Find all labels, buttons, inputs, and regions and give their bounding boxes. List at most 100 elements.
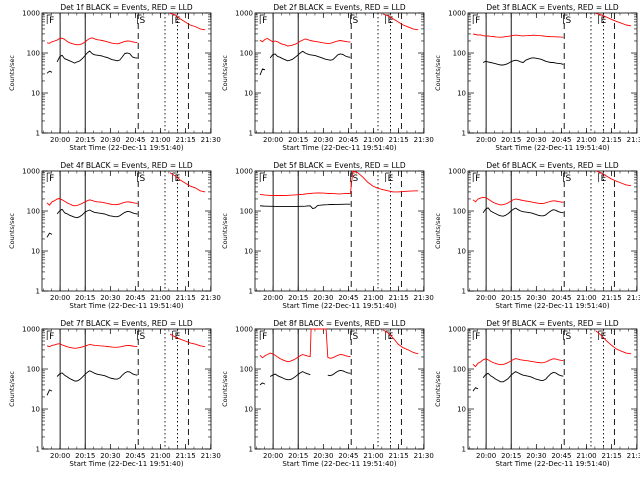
x-tick-label: 20:30: [313, 294, 333, 302]
y-tick-label: 100: [240, 208, 253, 216]
panel-title: Det 3f BLACK = Events, RED = LLD: [486, 3, 619, 12]
flag-label: S: [140, 332, 146, 342]
flag-label: F: [262, 16, 267, 26]
x-axis-title: Start Time (22-Dec-11 19:51:40): [495, 460, 609, 468]
flag-bracket: [350, 330, 355, 340]
y-tick-label: 1: [36, 288, 40, 296]
lld-series-line: [46, 172, 206, 207]
y-tick-label: 1000: [235, 168, 253, 176]
y-tick-label: 1000: [235, 10, 253, 18]
flag-label: S: [140, 174, 146, 184]
y-tick-label: 100: [27, 366, 40, 374]
x-tick-label: 20:30: [526, 294, 546, 302]
x-axis-title: Start Time (22-Dec-11 19:51:40): [282, 144, 396, 152]
events-series-line: [482, 57, 564, 66]
panel-title: Det 6f BLACK = Events, RED = LLD: [486, 161, 619, 170]
y-axis-title: Counts/sec: [434, 213, 442, 249]
y-tick-label: 10: [31, 406, 40, 414]
y-axis-title: Counts/sec: [8, 55, 16, 91]
x-tick-label: 20:45: [338, 452, 358, 460]
flag-label: F: [475, 16, 480, 26]
y-tick-label: 1000: [22, 168, 40, 176]
y-axis-title: Counts/sec: [221, 55, 229, 91]
y-axis-title: Counts/sec: [8, 213, 16, 249]
panel-title: Det 5f BLACK = Events, RED = LLD: [273, 161, 406, 170]
y-axis-title: Counts/sec: [434, 55, 442, 91]
x-tick-label: 20:00: [263, 452, 283, 460]
x-tick-label: 21:15: [389, 294, 409, 302]
panel-title: Det 2f BLACK = Events, RED = LLD: [273, 3, 406, 12]
x-tick-label: 21:00: [363, 136, 383, 144]
y-tick-label: 1: [462, 288, 466, 296]
x-tick-label: 21:30: [201, 294, 221, 302]
panel-title: Det 4f BLACK = Events, RED = LLD: [60, 161, 193, 170]
chart-panel-8: Det 8f BLACK = Events, RED = LLD 1 10 100 10…: [221, 319, 434, 468]
x-tick-label: 21:30: [201, 136, 221, 144]
flag-bracket: [563, 14, 568, 24]
x-tick-label: 21:30: [201, 452, 221, 460]
flag-bracket: [472, 14, 478, 24]
flag-label: F: [49, 174, 54, 184]
x-tick-label: 20:30: [100, 452, 120, 460]
x-tick-label: 20:15: [75, 136, 95, 144]
x-tick-label: 20:30: [526, 452, 546, 460]
x-tick-label: 20:45: [125, 136, 145, 144]
x-tick-label: 20:00: [50, 136, 70, 144]
y-tick-label: 1000: [22, 326, 40, 334]
flag-label: E: [175, 332, 181, 342]
x-tick-label: 20:30: [100, 136, 120, 144]
y-tick-label: 10: [244, 248, 253, 256]
flag-label: F: [262, 332, 267, 342]
panel-title: Det 7f BLACK = Events, RED = LLD: [60, 319, 193, 328]
y-tick-label: 100: [27, 208, 40, 216]
x-axis-title: Start Time (22-Dec-11 19:51:40): [282, 302, 396, 310]
y-axis-title: Counts/sec: [221, 213, 229, 249]
x-tick-label: 21:15: [176, 136, 196, 144]
y-tick-label: 1: [36, 130, 40, 138]
x-tick-label: 20:00: [476, 294, 496, 302]
x-tick-label: 20:30: [313, 136, 333, 144]
flag-bracket: [350, 14, 355, 24]
x-tick-label: 20:00: [263, 294, 283, 302]
flag-bracket: [46, 330, 52, 340]
flag-label: S: [353, 16, 359, 26]
x-tick-label: 20:00: [50, 294, 70, 302]
flag-label: S: [566, 332, 572, 342]
flag-bracket: [259, 14, 265, 24]
chart-panel-6: Det 6f BLACK = Events, RED = LLD 1 10 100 10…: [434, 161, 640, 310]
flag-bracket: [563, 330, 568, 340]
lld-series-line: [472, 330, 632, 368]
y-tick-label: 1: [249, 446, 253, 454]
x-tick-label: 21:00: [576, 136, 596, 144]
x-tick-label: 20:15: [288, 452, 308, 460]
x-tick-label: 21:15: [176, 294, 196, 302]
flag-label: S: [353, 174, 359, 184]
x-tick-label: 21:15: [389, 136, 409, 144]
events-series-line: [259, 369, 351, 386]
chart-panel-5: Det 5f BLACK = Events, RED = LLD 1 10 100 10…: [221, 161, 434, 310]
chart-panel-3: Det 3f BLACK = Events, RED = LLD 1 10 100 10…: [434, 3, 640, 152]
flag-label: E: [601, 332, 607, 342]
x-tick-label: 21:00: [150, 136, 170, 144]
y-tick-label: 1000: [448, 10, 466, 18]
flag-label: F: [262, 174, 267, 184]
x-tick-label: 21:15: [389, 452, 409, 460]
x-axis-title: Start Time (22-Dec-11 19:51:40): [69, 460, 183, 468]
x-axis-title: Start Time (22-Dec-11 19:51:40): [282, 460, 396, 468]
events-series-line: [259, 50, 351, 76]
plot-frame: [254, 170, 425, 292]
y-tick-label: 100: [240, 366, 253, 374]
y-tick-label: 100: [27, 50, 40, 58]
x-tick-label: 20:30: [313, 452, 333, 460]
chart-panel-9: Det 9f BLACK = Events, RED = LLD 1 10 100 10…: [434, 319, 640, 468]
plot-frame: [467, 170, 638, 292]
lld-series-line: [259, 328, 419, 363]
lld-series-line: [259, 13, 419, 47]
flag-label: E: [175, 16, 181, 26]
y-tick-label: 1: [462, 446, 466, 454]
x-tick-label: 20:45: [125, 452, 145, 460]
plot-frame: [467, 328, 638, 450]
x-tick-label: 20:00: [476, 452, 496, 460]
x-tick-label: 21:00: [363, 294, 383, 302]
